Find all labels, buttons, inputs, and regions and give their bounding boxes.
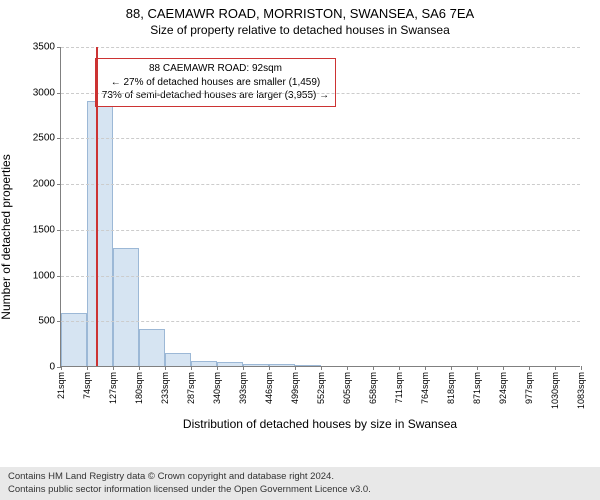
- x-tick-label: 287sqm: [186, 372, 196, 404]
- x-tick-mark: [321, 366, 322, 370]
- title-block: 88, CAEMAWR ROAD, MORRISTON, SWANSEA, SA…: [0, 0, 600, 37]
- y-axis-label: Number of detached properties: [0, 154, 13, 319]
- x-tick-label: 818sqm: [446, 372, 456, 404]
- y-tick-mark: [57, 184, 61, 185]
- x-tick-mark: [269, 366, 270, 370]
- x-tick-mark: [477, 366, 478, 370]
- y-tick-mark: [57, 93, 61, 94]
- x-tick-label: 340sqm: [212, 372, 222, 404]
- footer-line-2: Contains public sector information licen…: [8, 484, 592, 496]
- x-tick-mark: [139, 366, 140, 370]
- x-tick-label: 499sqm: [290, 372, 300, 404]
- annotation-line-3: 73% of semi-detached houses are larger (…: [102, 89, 329, 103]
- x-tick-mark: [373, 366, 374, 370]
- x-tick-label: 764sqm: [420, 372, 430, 404]
- gridline: [61, 184, 580, 185]
- x-tick-mark: [113, 366, 114, 370]
- x-tick-mark: [503, 366, 504, 370]
- gridline: [61, 47, 580, 48]
- histogram-bar: [217, 362, 243, 366]
- y-tick-mark: [57, 321, 61, 322]
- gridline: [61, 138, 580, 139]
- y-tick-mark: [57, 47, 61, 48]
- histogram-bar: [87, 101, 113, 366]
- x-tick-mark: [217, 366, 218, 370]
- annotation-line-2: ← 27% of detached houses are smaller (1,…: [102, 76, 329, 90]
- histogram-bar: [165, 353, 191, 366]
- y-tick-mark: [57, 276, 61, 277]
- annotation-box: 88 CAEMAWR ROAD: 92sqm ← 27% of detached…: [95, 58, 336, 107]
- x-tick-mark: [191, 366, 192, 370]
- histogram-bar: [243, 364, 269, 366]
- x-tick-mark: [529, 366, 530, 370]
- x-tick-mark: [347, 366, 348, 370]
- x-tick-label: 233sqm: [160, 372, 170, 404]
- footer-attribution: Contains HM Land Registry data © Crown c…: [0, 467, 600, 500]
- x-tick-mark: [555, 366, 556, 370]
- x-tick-label: 446sqm: [264, 372, 274, 404]
- chart-container: Number of detached properties 88 CAEMAWR…: [0, 37, 600, 437]
- x-tick-mark: [295, 366, 296, 370]
- x-tick-mark: [399, 366, 400, 370]
- x-tick-label: 658sqm: [368, 372, 378, 404]
- x-tick-mark: [165, 366, 166, 370]
- x-tick-label: 977sqm: [524, 372, 534, 404]
- page-subtitle: Size of property relative to detached ho…: [0, 23, 600, 37]
- histogram-bar: [139, 329, 165, 366]
- gridline: [61, 276, 580, 277]
- reference-marker-line: [96, 47, 98, 366]
- plot-area: 88 CAEMAWR ROAD: 92sqm ← 27% of detached…: [60, 47, 580, 367]
- histogram-bar: [269, 364, 295, 366]
- x-tick-label: 552sqm: [316, 372, 326, 404]
- x-tick-label: 1083sqm: [576, 372, 586, 409]
- x-tick-mark: [425, 366, 426, 370]
- x-tick-label: 605sqm: [342, 372, 352, 404]
- gridline: [61, 321, 580, 322]
- gridline: [61, 93, 580, 94]
- annotation-line-1: 88 CAEMAWR ROAD: 92sqm: [102, 62, 329, 76]
- x-tick-label: 393sqm: [238, 372, 248, 404]
- x-tick-label: 180sqm: [134, 372, 144, 404]
- x-tick-mark: [87, 366, 88, 370]
- y-tick-mark: [57, 230, 61, 231]
- histogram-bar: [113, 248, 139, 366]
- x-tick-label: 127sqm: [108, 372, 118, 404]
- x-tick-label: 711sqm: [394, 372, 404, 403]
- histogram-bar: [191, 361, 217, 366]
- x-axis-label: Distribution of detached houses by size …: [60, 417, 580, 431]
- histogram-bar: [295, 365, 321, 366]
- x-tick-label: 871sqm: [472, 372, 482, 404]
- x-tick-label: 74sqm: [82, 372, 92, 399]
- x-tick-label: 1030sqm: [550, 372, 560, 409]
- gridline: [61, 230, 580, 231]
- x-tick-mark: [451, 366, 452, 370]
- footer-line-1: Contains HM Land Registry data © Crown c…: [8, 471, 592, 483]
- x-tick-mark: [243, 366, 244, 370]
- page-title: 88, CAEMAWR ROAD, MORRISTON, SWANSEA, SA…: [0, 6, 600, 21]
- x-tick-mark: [581, 366, 582, 370]
- x-tick-label: 21sqm: [56, 372, 66, 399]
- x-tick-mark: [61, 366, 62, 370]
- y-tick-mark: [57, 138, 61, 139]
- x-tick-label: 924sqm: [498, 372, 508, 404]
